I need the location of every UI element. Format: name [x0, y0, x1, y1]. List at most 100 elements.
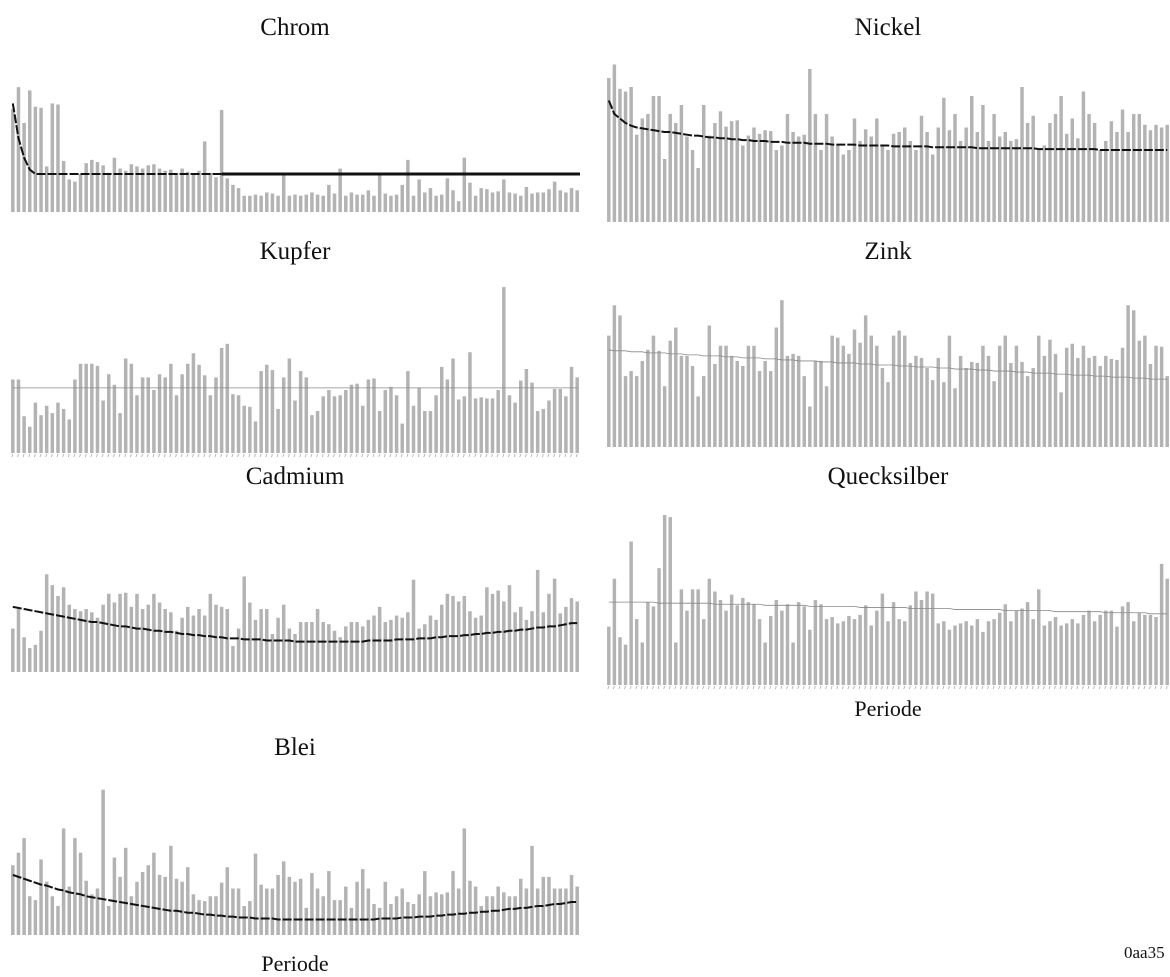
bar [502, 892, 506, 936]
bar [411, 195, 416, 212]
bar [662, 159, 667, 222]
bar [1159, 127, 1164, 222]
bar [61, 828, 66, 935]
bar [634, 134, 639, 222]
x-tick [462, 453, 465, 458]
bar [1070, 619, 1075, 686]
bar [236, 395, 241, 453]
bar [530, 382, 534, 453]
bar [152, 852, 156, 935]
bar [169, 363, 173, 453]
x-tick [1109, 685, 1112, 690]
bar [535, 192, 540, 212]
bar [468, 611, 472, 672]
x-tick [248, 453, 251, 458]
bar [552, 888, 557, 935]
chart-title-blei: Blei [274, 734, 316, 761]
bar [186, 606, 190, 672]
bar [1009, 362, 1013, 447]
bar [875, 118, 879, 222]
bar [349, 192, 354, 212]
bar [383, 622, 388, 672]
x-tick [271, 453, 273, 458]
x-tick [747, 685, 749, 690]
bar [886, 382, 890, 447]
x-tick [981, 685, 984, 690]
x-tick [1015, 685, 1017, 690]
bar [891, 133, 896, 222]
bar [56, 596, 60, 672]
bar [417, 387, 421, 453]
x-tick [869, 685, 872, 690]
bar [423, 411, 427, 453]
bar [569, 874, 574, 935]
bar [808, 629, 812, 685]
bar [496, 191, 500, 212]
bar [490, 398, 495, 453]
bar [39, 107, 43, 212]
bar [197, 609, 201, 672]
x-tick [214, 453, 217, 458]
bar [231, 394, 235, 453]
bar [11, 379, 15, 453]
x-tick [864, 685, 867, 690]
bar [986, 141, 991, 222]
x-tick [735, 685, 738, 690]
bar [541, 192, 546, 212]
bar [696, 168, 700, 222]
x-tick [836, 685, 839, 690]
bar [287, 628, 292, 672]
bar [287, 358, 292, 453]
x-tick [858, 685, 861, 690]
bar [123, 170, 128, 212]
x-tick [553, 453, 555, 458]
bar [903, 335, 907, 448]
bar [502, 601, 506, 672]
x-tick [28, 453, 31, 458]
bar [146, 165, 151, 212]
bar [423, 624, 427, 672]
bar [1020, 361, 1024, 447]
bar [1087, 114, 1091, 222]
bar [16, 606, 21, 672]
bar [50, 896, 55, 935]
x-tick [124, 453, 127, 458]
bar [242, 195, 246, 212]
bar [338, 900, 342, 936]
trend-line [608, 349, 1168, 380]
x-tick [992, 685, 995, 690]
bar [423, 192, 427, 212]
bar [1109, 121, 1114, 222]
bar [180, 617, 184, 672]
bar [270, 370, 275, 453]
bar [479, 615, 483, 672]
bar [56, 905, 60, 935]
bar [679, 105, 684, 222]
bar [886, 150, 890, 222]
x-tick [786, 685, 788, 690]
bar [763, 360, 767, 447]
bar [50, 103, 55, 212]
x-tick [502, 453, 505, 458]
bar [824, 114, 829, 222]
x-tick [468, 453, 471, 458]
bar [558, 888, 562, 935]
bar [1143, 335, 1147, 448]
bar [73, 609, 77, 672]
bar [394, 194, 399, 212]
bar [44, 574, 49, 672]
bar [140, 872, 145, 935]
bar [936, 357, 940, 447]
x-tick [287, 453, 290, 458]
bar [718, 345, 723, 447]
bar [44, 405, 49, 453]
bar [225, 609, 230, 672]
bar [558, 613, 562, 672]
bar [724, 126, 728, 222]
x-tick [180, 453, 183, 458]
bar [129, 363, 134, 453]
bar [897, 619, 901, 686]
bar [914, 591, 918, 685]
bar [1020, 608, 1024, 685]
bar [332, 630, 337, 672]
